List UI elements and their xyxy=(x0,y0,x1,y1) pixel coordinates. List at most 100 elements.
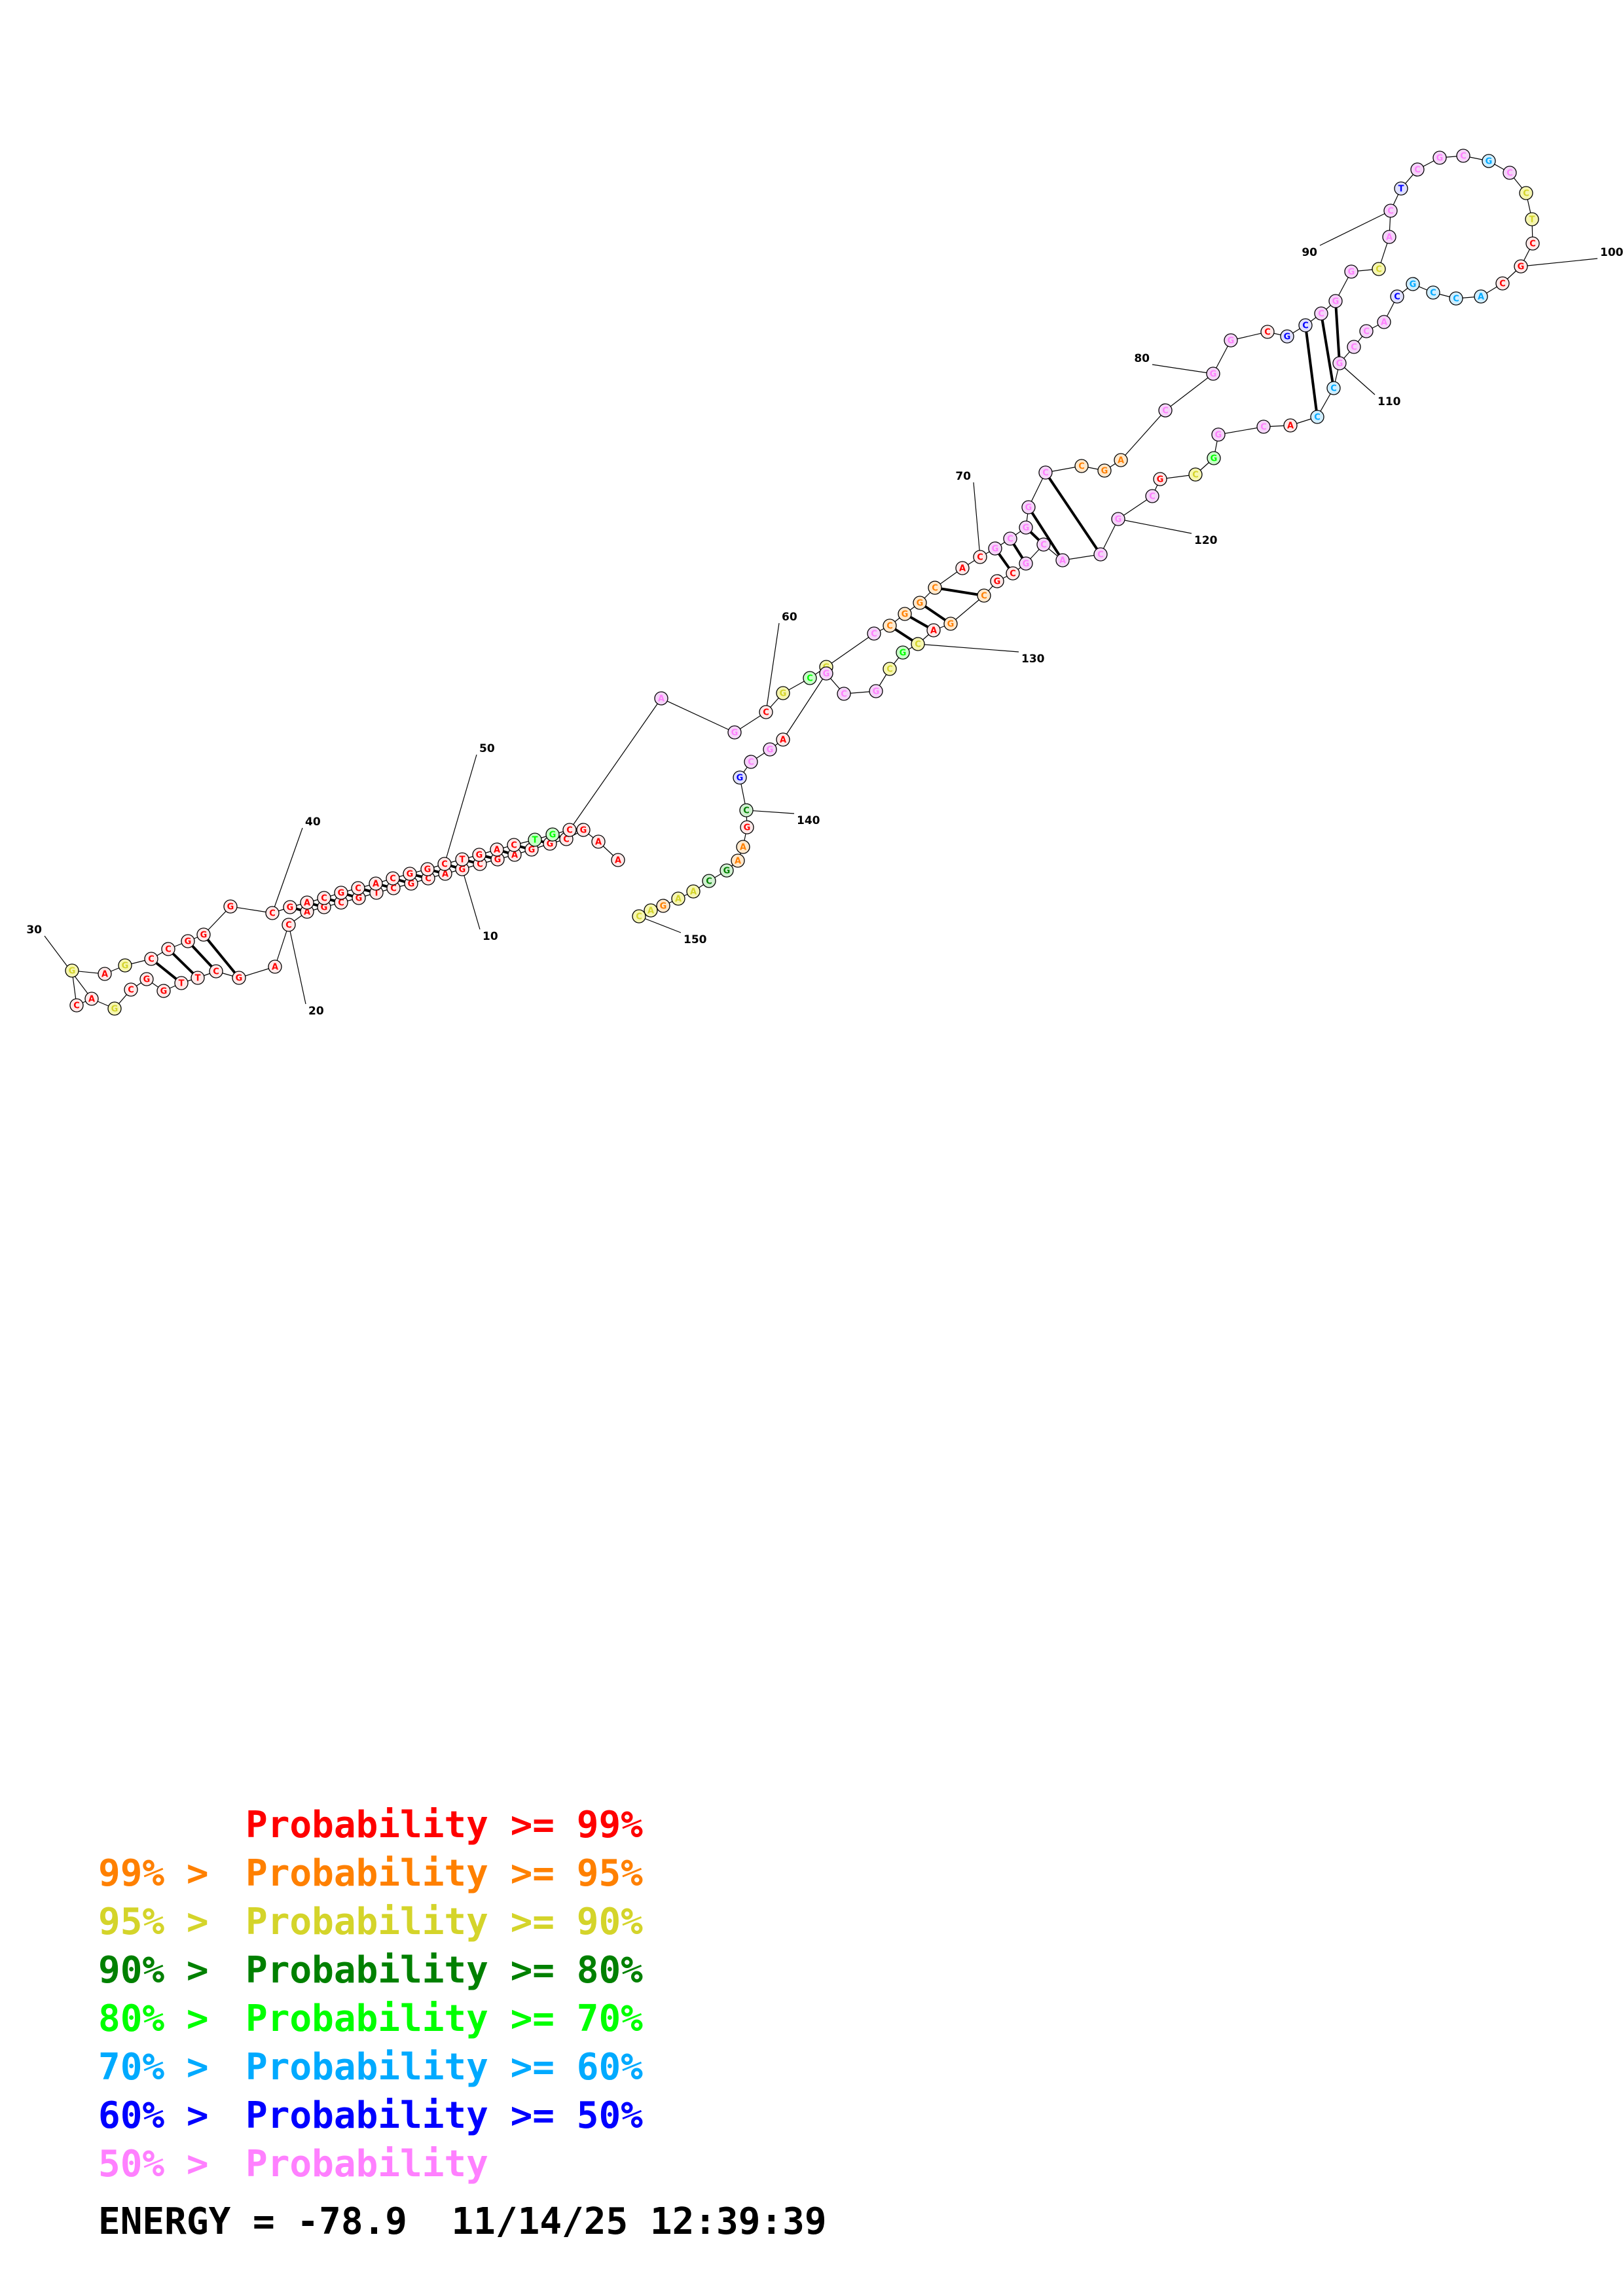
nucleotide-circle xyxy=(223,899,238,914)
base-pair-bond xyxy=(1334,300,1341,364)
base-pair-bond xyxy=(1304,325,1319,418)
nucleotide-circle xyxy=(733,770,747,785)
nucleotide: C xyxy=(928,581,942,595)
nucleotide-letter: G xyxy=(731,728,739,738)
nucleotide: C xyxy=(837,687,851,701)
nucleotide: A xyxy=(1283,418,1298,433)
nucleotide-letter: C xyxy=(841,690,847,700)
nucleotide-letter: C xyxy=(1007,535,1013,545)
nucleotide-circle xyxy=(107,1001,122,1016)
nucleotide-circle xyxy=(943,617,958,631)
legend-row: 70% > Probability >= 60% xyxy=(98,2043,1080,2092)
nucleotide-letter: C xyxy=(1414,166,1421,175)
nucleotide: G xyxy=(943,617,958,631)
legend-row: 95% > Probability >= 90% xyxy=(98,1898,1080,1946)
nucleotide-letter: G xyxy=(321,903,328,913)
nucleotide-circle xyxy=(1283,418,1298,433)
energy-footer: ENERGY = -78.9 11/14/25 12:39:39 xyxy=(98,2200,827,2243)
nucleotide: G xyxy=(420,862,435,876)
nucleotide-circle xyxy=(913,596,927,610)
nucleotide-letter: A xyxy=(675,895,682,905)
nucleotide: A xyxy=(611,853,625,867)
position-tick xyxy=(462,869,481,930)
nucleotide-circle xyxy=(472,848,486,862)
nucleotide-circle xyxy=(611,853,625,867)
nucleotide-circle xyxy=(1055,553,1070,567)
nucleotide-circle xyxy=(686,884,701,899)
nucleotide-letter: C xyxy=(269,909,276,919)
nucleotide-circle xyxy=(1474,289,1488,304)
legend-threshold: 90% > xyxy=(98,1949,209,1992)
nucleotide-circle xyxy=(1153,472,1167,486)
nucleotide-circle xyxy=(191,971,205,985)
nucleotide: G xyxy=(1206,367,1220,381)
nucleotide-letter: A xyxy=(1478,293,1484,302)
nucleotide: T xyxy=(174,976,189,990)
nucleotide: C xyxy=(144,952,158,966)
nucleotide-circle xyxy=(867,626,881,641)
nucleotide-letter: C xyxy=(1042,469,1049,478)
nucleotide-letter: A xyxy=(1059,556,1066,566)
nucleotide: A xyxy=(1055,553,1070,567)
nucleotide-letter: A xyxy=(595,838,602,848)
nucleotide-circle xyxy=(1310,410,1324,424)
legend-threshold: 95% > xyxy=(98,1901,209,1943)
nucleotide: G xyxy=(733,770,747,785)
nucleotide-letter: T xyxy=(460,855,465,865)
position-label: 90 xyxy=(1302,246,1317,259)
nucleotide-circle xyxy=(174,976,189,990)
nucleotide: C xyxy=(1036,537,1051,552)
nucleotide-circle xyxy=(720,863,734,878)
nucleotide-letter: C xyxy=(213,967,219,977)
nucleotide: T xyxy=(528,833,542,847)
nucleotide-circle xyxy=(1207,451,1221,465)
position-tick xyxy=(973,482,981,558)
nucleotide-letter: G xyxy=(200,931,208,941)
nucleotide-letter: A xyxy=(735,857,741,867)
nucleotide: C xyxy=(562,823,577,837)
nucleotide-circle xyxy=(65,963,79,978)
nucleotide: G xyxy=(403,867,417,881)
nucleotide: A xyxy=(1382,230,1396,244)
nucleotide-letter: C xyxy=(706,877,712,887)
nucleotide-circle xyxy=(144,952,158,966)
nucleotide: T xyxy=(1525,212,1539,226)
nucleotide-circle xyxy=(727,725,742,740)
nucleotide-letter: A xyxy=(373,880,379,889)
nucleotide: C xyxy=(759,705,773,719)
backbone-segment xyxy=(826,633,875,668)
nucleotide: C xyxy=(1383,204,1398,218)
nucleotide-letter: G xyxy=(780,689,787,699)
position-tick xyxy=(917,643,1019,653)
nucleotide-circle xyxy=(1224,333,1238,348)
nucleotide: G xyxy=(283,900,297,914)
nucleotide-letter: G xyxy=(185,937,192,947)
base-pair-bond xyxy=(1320,313,1335,389)
nucleotide-letter: G xyxy=(660,902,667,912)
nucleotide-circle xyxy=(1188,467,1203,482)
nucleotide-letter: G xyxy=(744,823,751,833)
nucleotide-circle xyxy=(232,971,246,985)
nucleotide-letter: C xyxy=(563,835,570,845)
nucleotide-circle xyxy=(1211,427,1226,442)
nucleotide-letter: A xyxy=(1381,318,1387,328)
nucleotide-circle xyxy=(1482,154,1496,168)
nucleotide-letter: C xyxy=(1387,207,1394,217)
position-tick xyxy=(765,622,780,713)
nucleotide-circle xyxy=(386,871,400,886)
energy-value: ENERGY = -78.9 xyxy=(98,2200,408,2243)
nucleotide-circle xyxy=(562,823,577,837)
nucleotide-letter: G xyxy=(1157,475,1164,485)
nucleotide: G xyxy=(1514,259,1528,274)
nucleotide: C xyxy=(1188,467,1203,482)
nucleotide-circle xyxy=(988,541,1002,556)
nucleotide: G xyxy=(656,899,670,913)
nucleotide: G xyxy=(1019,556,1033,571)
nucleotide-letter: C xyxy=(390,874,396,884)
position-tick xyxy=(444,754,477,865)
backbone-segment xyxy=(569,698,662,831)
nucleotide-letter: C xyxy=(1192,471,1199,480)
nucleotide-circle xyxy=(118,958,132,973)
nucleotide-letter: C xyxy=(425,874,431,884)
nucleotide-circle xyxy=(1260,325,1275,339)
